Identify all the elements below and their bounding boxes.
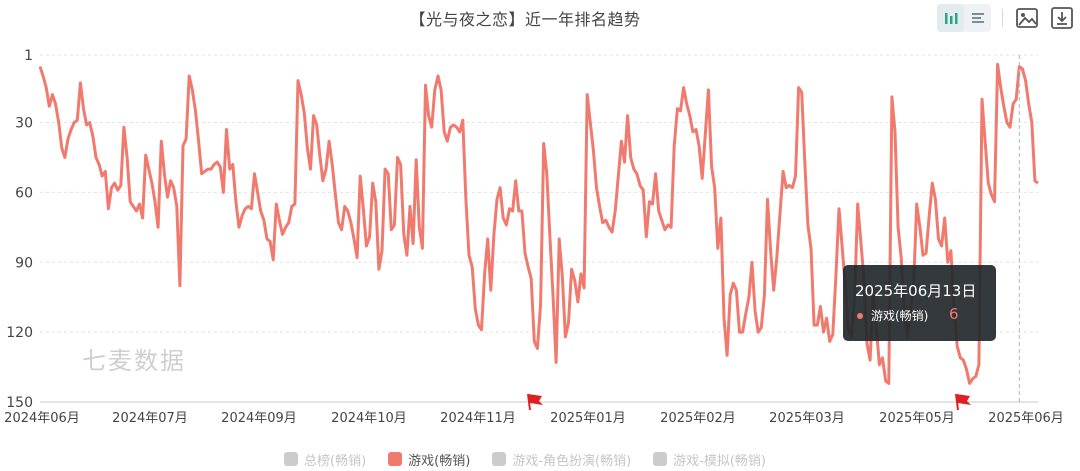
y-tick-label: 60	[15, 185, 33, 201]
x-tick-label: 2024年11月	[440, 411, 516, 426]
tooltip-series-dot	[857, 313, 863, 319]
x-tick-label: 2024年10月	[331, 411, 407, 426]
legend-swatch	[653, 452, 668, 466]
y-tick-label: 120	[6, 325, 33, 341]
y-tick-label: 150	[6, 395, 33, 411]
data-tooltip: 2025年06月13日 游戏(畅销) 6	[843, 265, 996, 341]
legend-item-overall-grossing[interactable]: 总榜(畅销)	[284, 449, 366, 469]
chart-type-toggle[interactable]	[937, 4, 991, 32]
y-tick-label: 90	[15, 255, 33, 271]
event-flag-icon[interactable]	[955, 393, 971, 411]
legend-item-sim-grossing[interactable]: 游戏-模拟(畅销)	[653, 449, 766, 469]
legend-swatch	[284, 452, 298, 466]
download-icon[interactable]	[1050, 6, 1074, 30]
x-tick-label: 2024年07月	[112, 411, 188, 426]
legend-label: 总榜(畅销)	[304, 453, 367, 469]
tooltip-date: 2025年06月13日	[855, 282, 977, 300]
rank-trend-chart: 1 30 60 90 120 150 2024年06月 2024年07月 2024年09月 20…	[4, 48, 1064, 426]
legend-label: 游戏-角色扮演(畅销)	[512, 453, 632, 469]
x-tick-label: 2025年06月	[988, 411, 1064, 426]
y-tick-label: 1	[24, 48, 33, 64]
chart-title: 【光与夜之恋】近一年排名趋势	[409, 10, 641, 29]
tooltip-value: 6	[949, 305, 959, 323]
list-icon[interactable]	[964, 4, 991, 32]
legend-item-rpg-grossing[interactable]: 游戏-角色扮演(畅销)	[492, 449, 631, 469]
event-flag-icon[interactable]	[527, 393, 543, 411]
x-tick-label: 2024年06月	[4, 411, 80, 426]
x-tick-label: 2025年03月	[769, 411, 845, 426]
legend-swatch	[492, 452, 507, 466]
legend-label: 游戏-模拟(畅销)	[673, 453, 766, 469]
bar-chart-icon[interactable]	[937, 4, 964, 32]
legend-item-games-grossing[interactable]: 游戏(畅销)	[388, 449, 470, 469]
tooltip-series-name: 游戏(畅销)	[871, 309, 929, 323]
x-tick-label: 2025年01月	[550, 411, 626, 426]
x-tick-label: 2024年09月	[221, 411, 297, 426]
toolbar-divider	[1002, 9, 1003, 27]
watermark: 七麦数据	[82, 347, 186, 375]
image-icon[interactable]	[1015, 6, 1039, 30]
legend-swatch	[388, 452, 403, 466]
y-tick-label: 30	[15, 116, 33, 132]
legend-label: 游戏(畅销)	[408, 453, 471, 469]
chart-legend: 总榜(畅销) 游戏(畅销) 游戏-角色扮演(畅销) 游戏-模拟(畅销)	[0, 449, 1050, 469]
x-tick-label: 2025年02月	[660, 411, 736, 426]
x-tick-label: 2025年05月	[879, 411, 955, 426]
